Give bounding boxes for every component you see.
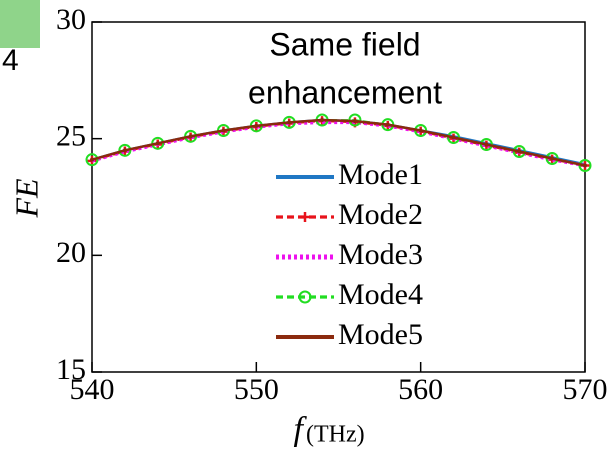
data-point xyxy=(254,123,259,128)
inset-image xyxy=(0,0,40,48)
legend-label: Mode1 xyxy=(338,158,423,191)
data-point xyxy=(85,153,99,167)
data-point xyxy=(221,128,226,133)
legend-marker xyxy=(300,212,310,222)
legend-label: Mode5 xyxy=(338,318,423,351)
x-tick-label: 550 xyxy=(234,373,279,406)
inset-label: 4 xyxy=(2,44,19,77)
series-line xyxy=(91,118,586,167)
data-point xyxy=(287,120,292,125)
data-point xyxy=(418,128,423,133)
x-tick-label: 570 xyxy=(563,373,608,406)
legend-label: Mode2 xyxy=(338,198,423,231)
data-point xyxy=(188,134,193,139)
annotation: Same field xyxy=(269,26,420,62)
x-axis-unit: (THz) xyxy=(306,422,365,448)
data-point xyxy=(90,157,94,162)
y-tick-label: 25 xyxy=(56,120,86,153)
y-tick-label: 20 xyxy=(56,236,86,269)
data-point xyxy=(352,119,357,124)
plot-frame xyxy=(91,21,586,373)
annotation: enhancement xyxy=(248,74,442,110)
legend-marker xyxy=(298,290,312,304)
data-point xyxy=(484,142,489,147)
data-point xyxy=(517,149,522,154)
data-point xyxy=(320,118,325,122)
x-tick-label: 560 xyxy=(398,373,443,406)
data-point xyxy=(583,163,587,168)
legend-label: Mode4 xyxy=(338,278,423,311)
data-point xyxy=(385,122,390,127)
y-tick-label: 15 xyxy=(56,353,86,386)
y-axis-label: FE xyxy=(8,178,44,219)
x-tick-label: 540 xyxy=(70,373,115,406)
data-point xyxy=(451,135,456,140)
legend-label: Mode3 xyxy=(338,238,423,271)
data-point xyxy=(550,156,555,161)
y-tick-label: 30 xyxy=(56,3,86,36)
data-point xyxy=(122,148,127,153)
data-point xyxy=(155,141,160,146)
legend-marker xyxy=(303,335,307,339)
